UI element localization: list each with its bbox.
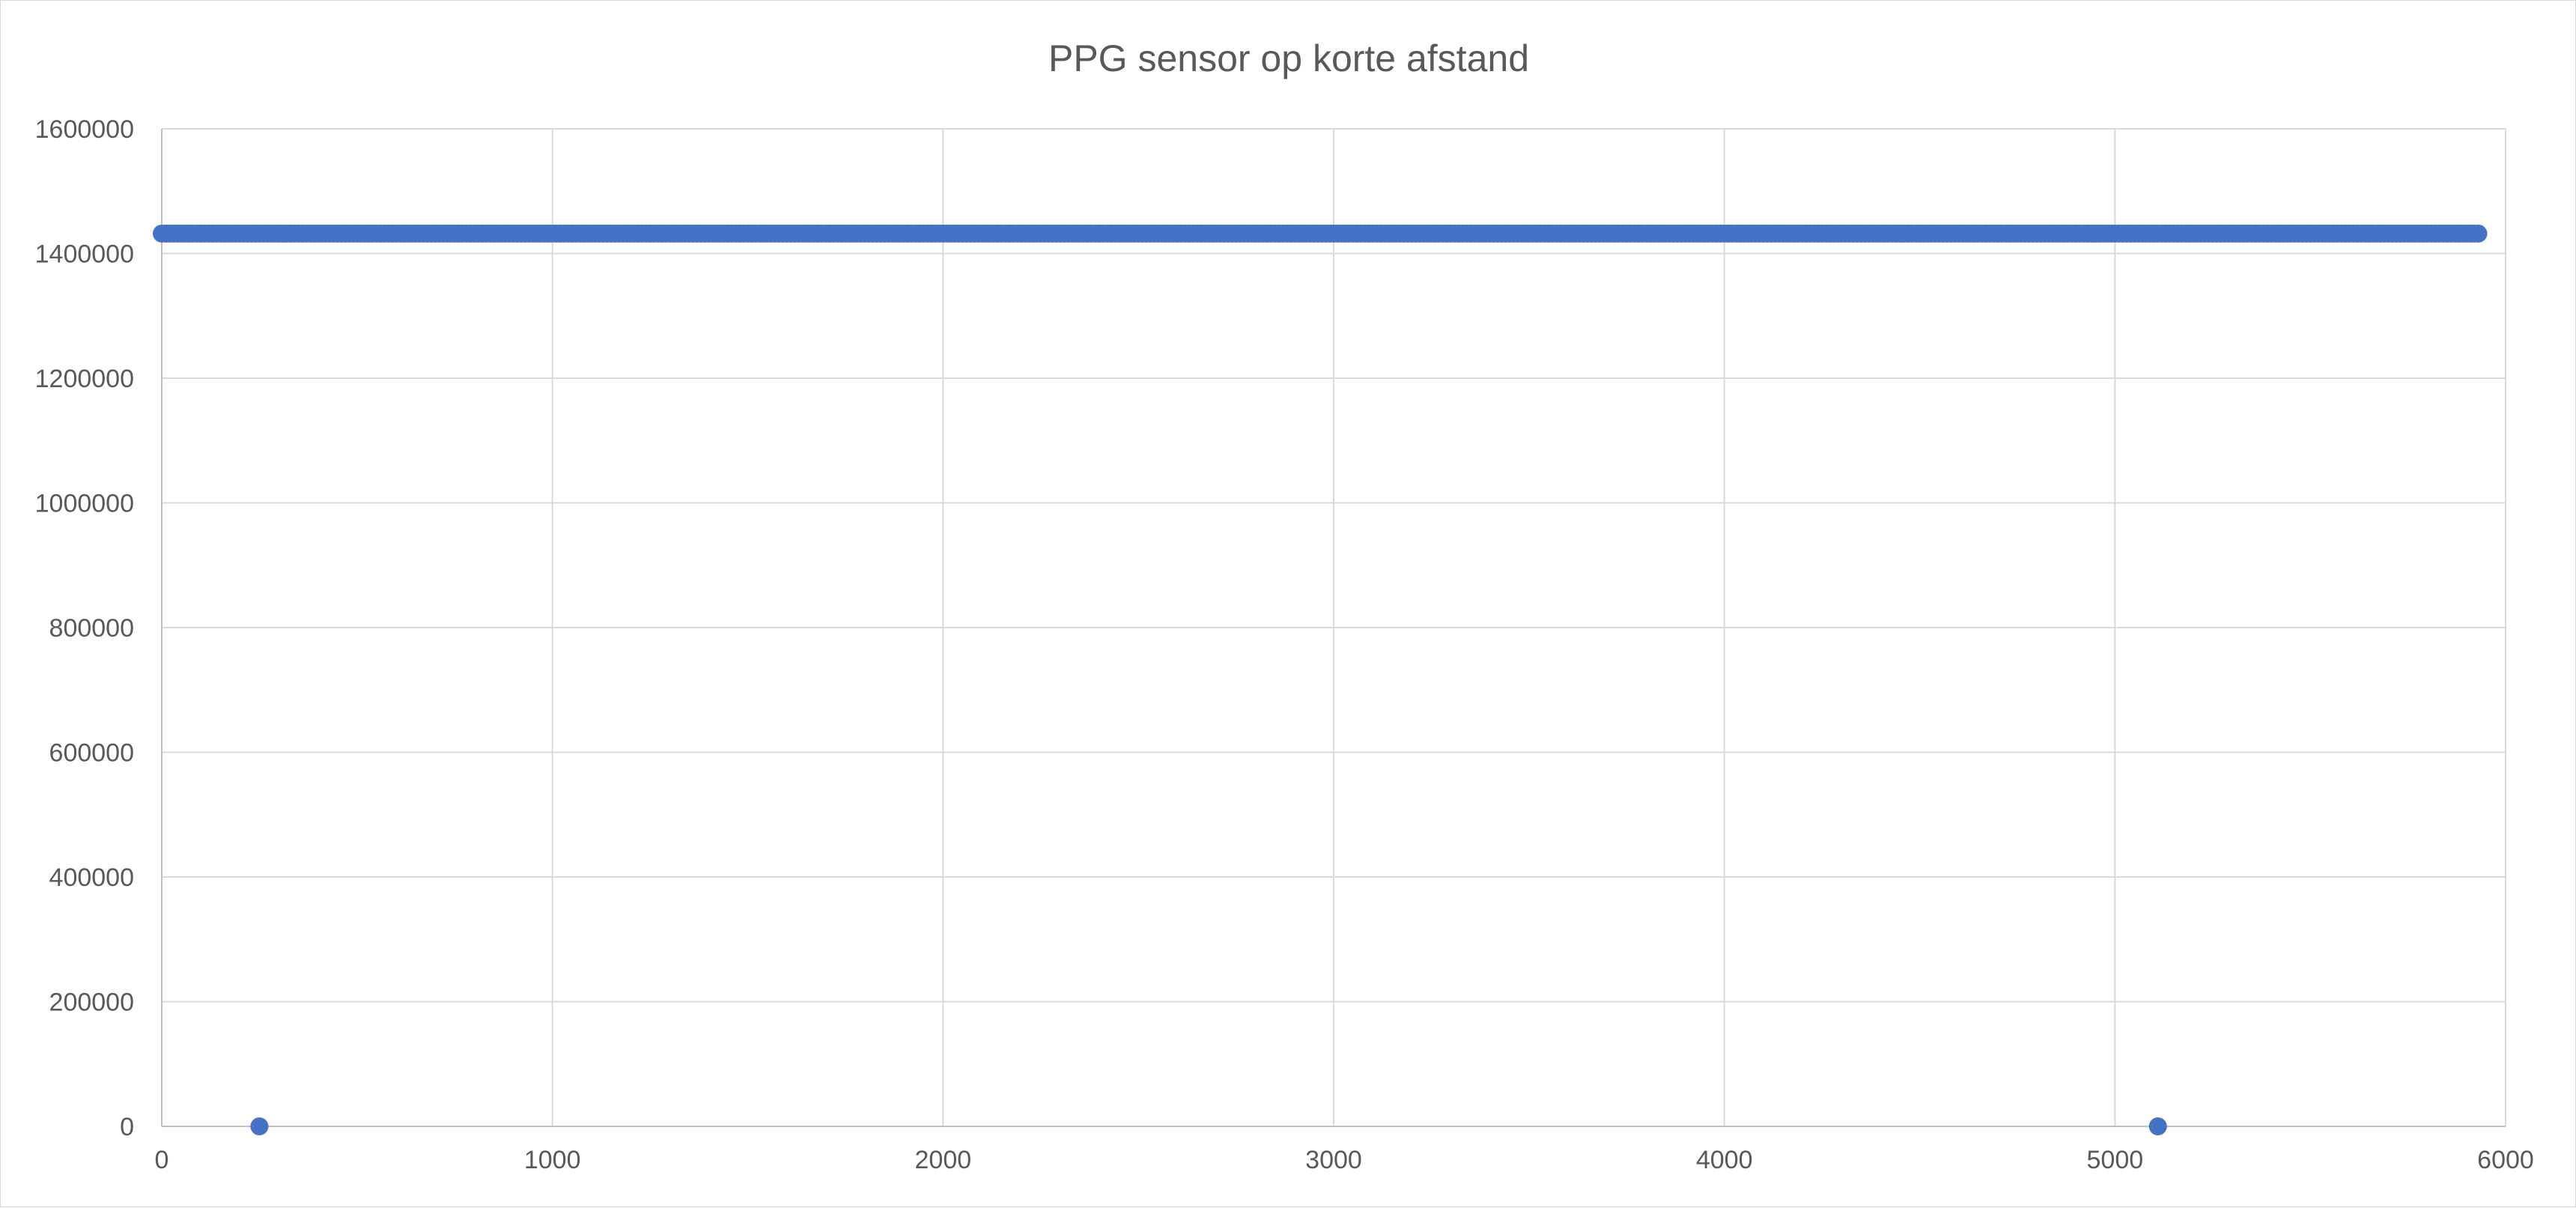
chart-title: PPG sensor op korte afstand — [1048, 37, 1529, 79]
gridlines — [162, 128, 2506, 1126]
data-point — [2469, 224, 2488, 243]
x-tick-label: 1000 — [524, 1146, 581, 1174]
data-points — [153, 224, 2488, 1135]
x-tick-label: 0 — [155, 1146, 169, 1174]
x-tick-label: 5000 — [2087, 1146, 2144, 1174]
x-tick-label: 2000 — [915, 1146, 972, 1174]
y-tick-label: 200000 — [49, 989, 134, 1017]
data-point — [250, 1117, 269, 1135]
x-axis-tick-labels: 0 1000 2000 3000 4000 5000 6000 — [155, 1146, 2534, 1174]
y-tick-label: 0 — [120, 1113, 134, 1141]
x-tick-label: 3000 — [1305, 1146, 1362, 1174]
y-tick-label: 400000 — [49, 863, 134, 892]
y-tick-label: 1600000 — [35, 115, 134, 144]
y-tick-label: 1400000 — [35, 240, 134, 269]
y-tick-label: 600000 — [49, 739, 134, 768]
x-tick-label: 6000 — [2477, 1146, 2534, 1174]
y-tick-label: 800000 — [49, 614, 134, 643]
axes — [161, 129, 2506, 1127]
y-axis-tick-labels: 0 200000 400000 600000 800000 1000000 1200000 1… — [35, 115, 134, 1141]
data-point — [2148, 1117, 2167, 1135]
y-tick-label: 1000000 — [35, 490, 134, 518]
y-tick-label: 1200000 — [35, 365, 134, 393]
x-tick-label: 4000 — [1696, 1146, 1753, 1174]
